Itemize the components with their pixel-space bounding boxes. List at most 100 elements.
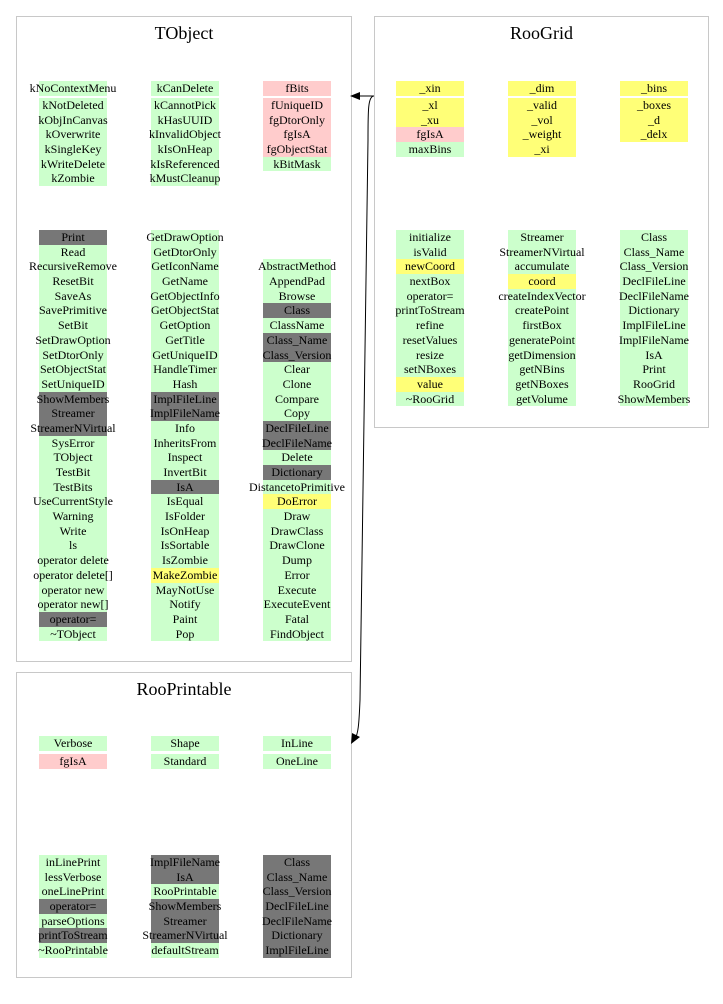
method-invertbit[interactable]: InvertBit xyxy=(151,465,219,480)
method-class[interactable]: Class xyxy=(263,303,331,319)
method-resize[interactable]: resize xyxy=(396,347,464,363)
method-clear[interactable]: Clear xyxy=(263,362,331,377)
data-member-xi[interactable]: _xi xyxy=(508,142,576,157)
method-getobjectstat[interactable]: GetObjectStat xyxy=(151,303,219,319)
data-member-verbose[interactable]: Verbose xyxy=(39,736,107,751)
method-tobject[interactable]: ~TObject xyxy=(39,626,107,642)
method-iszombie[interactable]: IsZombie xyxy=(151,553,219,568)
method-rooprintable[interactable]: ~RooPrintable xyxy=(38,943,108,958)
data-member-kisonheap[interactable]: kIsOnHeap xyxy=(151,142,219,157)
data-member-kinvalidobject[interactable]: kInvalidObject xyxy=(149,127,221,143)
method-dump[interactable]: Dump xyxy=(263,553,331,568)
method-nextbox[interactable]: nextBox xyxy=(396,274,464,289)
method-isfolder[interactable]: IsFolder xyxy=(151,509,219,524)
method-error[interactable]: Error xyxy=(263,567,331,583)
method-createindexvector[interactable]: createIndexVector xyxy=(498,288,586,304)
method-firstbox[interactable]: firstBox xyxy=(508,318,576,333)
method-generatepoint[interactable]: generatePoint xyxy=(508,332,576,348)
data-member-kmustcleanup[interactable]: kMustCleanup xyxy=(150,171,220,187)
method-copy[interactable]: Copy xyxy=(263,406,331,421)
method-inspect[interactable]: Inspect xyxy=(151,450,219,465)
method-executeevent[interactable]: ExecuteEvent xyxy=(263,597,331,612)
method-isa[interactable]: IsA xyxy=(620,347,688,363)
method-usecurrentstyle[interactable]: UseCurrentStyle xyxy=(33,494,113,510)
data-member-standard[interactable]: Standard xyxy=(151,754,219,769)
data-member-ksinglekey[interactable]: kSingleKey xyxy=(39,142,107,157)
data-member-knotdeleted[interactable]: kNotDeleted xyxy=(39,98,107,113)
method-distancetoprimitive[interactable]: DistancetoPrimitive xyxy=(249,479,345,495)
method-isa[interactable]: IsA xyxy=(151,869,219,885)
method-tobject[interactable]: TObject xyxy=(39,450,107,465)
method-getobjectinfo[interactable]: GetObjectInfo xyxy=(150,288,220,304)
data-member-xl[interactable]: _xl xyxy=(396,98,464,113)
method-accumulate[interactable]: accumulate xyxy=(508,259,576,275)
method-appendpad[interactable]: AppendPad xyxy=(263,274,331,289)
data-member-bins[interactable]: _bins xyxy=(620,81,688,96)
method-setnboxes[interactable]: setNBoxes xyxy=(396,362,464,377)
data-member-fgdtoronly[interactable]: fgDtorOnly xyxy=(263,112,331,128)
method-printtostream[interactable]: printToStream xyxy=(395,303,465,319)
method-getnboxes[interactable]: getNBoxes xyxy=(508,376,576,392)
method-doerror[interactable]: DoError xyxy=(263,494,331,510)
method-resetvalues[interactable]: resetValues xyxy=(396,332,464,348)
data-member-funiqueid[interactable]: fUniqueID xyxy=(263,98,331,113)
method-lessverbose[interactable]: lessVerbose xyxy=(39,869,107,885)
method-testbit[interactable]: TestBit xyxy=(39,465,107,480)
method-operator-new[interactable]: operator new xyxy=(39,582,107,598)
method-streamer[interactable]: Streamer xyxy=(508,230,576,245)
method-showmembers[interactable]: ShowMembers xyxy=(149,899,221,914)
method-getname[interactable]: GetName xyxy=(151,274,219,289)
data-member-koverwrite[interactable]: kOverwrite xyxy=(39,127,107,143)
data-member-dim[interactable]: _dim xyxy=(508,81,576,96)
method-dictionary[interactable]: Dictionary xyxy=(263,928,331,944)
method-setbit[interactable]: SetBit xyxy=(39,318,107,333)
method-declfilename[interactable]: DeclFileName xyxy=(619,288,689,304)
method-implfileline[interactable]: ImplFileLine xyxy=(620,318,688,333)
method-getnbins[interactable]: getNBins xyxy=(508,362,576,377)
method-print[interactable]: Print xyxy=(39,230,107,245)
data-member-boxes[interactable]: _boxes xyxy=(620,98,688,113)
method-isonheap[interactable]: IsOnHeap xyxy=(151,523,219,539)
method-abstractmethod[interactable]: AbstractMethod xyxy=(258,259,336,275)
method-newcoord[interactable]: newCoord xyxy=(396,259,464,275)
method-coord[interactable]: coord xyxy=(508,274,576,289)
method-getoption[interactable]: GetOption xyxy=(151,318,219,333)
method-operator[interactable]: operator= xyxy=(39,611,107,627)
method-print[interactable]: Print xyxy=(620,362,688,377)
method-class-name[interactable]: Class_Name xyxy=(263,869,331,885)
data-member-valid[interactable]: _valid xyxy=(508,98,576,113)
method-delete[interactable]: Delete xyxy=(263,450,331,466)
method-showmembers[interactable]: ShowMembers xyxy=(618,391,690,407)
method-class-name[interactable]: Class_Name xyxy=(620,244,688,260)
method-saveprimitive[interactable]: SavePrimitive xyxy=(39,303,107,319)
method-getdrawoption[interactable]: GetDrawOption xyxy=(146,230,224,245)
method-onelineprint[interactable]: oneLinePrint xyxy=(39,884,107,900)
data-member-xu[interactable]: _xu xyxy=(396,112,464,128)
data-member-fgisa[interactable]: fgIsA xyxy=(263,127,331,143)
data-member-xin[interactable]: _xin xyxy=(396,81,464,96)
data-member-kisreferenced[interactable]: kIsReferenced xyxy=(150,156,220,172)
data-member-kzombie[interactable]: kZombie xyxy=(39,171,107,187)
method-streamer[interactable]: Streamer xyxy=(39,406,107,421)
data-member-d[interactable]: _d xyxy=(620,112,688,128)
method-maynotuse[interactable]: MayNotUse xyxy=(151,582,219,598)
method-resetbit[interactable]: ResetBit xyxy=(39,274,107,289)
method-declfileline[interactable]: DeclFileLine xyxy=(263,899,331,914)
method-read[interactable]: Read xyxy=(39,244,107,260)
method-setdtoronly[interactable]: SetDtorOnly xyxy=(39,347,107,363)
method-implfilename[interactable]: ImplFileName xyxy=(619,332,689,348)
method-declfileline[interactable]: DeclFileLine xyxy=(620,274,688,289)
method-isvalid[interactable]: isValid xyxy=(396,244,464,260)
method-getvolume[interactable]: getVolume xyxy=(508,391,576,407)
method-roogrid[interactable]: ~RooGrid xyxy=(396,391,464,407)
method-initialize[interactable]: initialize xyxy=(396,230,464,245)
method-getdimension[interactable]: getDimension xyxy=(508,347,576,363)
method-class-version[interactable]: Class_Version xyxy=(263,884,331,900)
method-setdrawoption[interactable]: SetDrawOption xyxy=(35,332,111,348)
method-implfileline[interactable]: ImplFileLine xyxy=(263,943,331,958)
method-saveas[interactable]: SaveAs xyxy=(39,288,107,304)
method-isa[interactable]: IsA xyxy=(151,479,219,495)
method-operator-new[interactable]: operator new[] xyxy=(38,597,108,612)
method-pop[interactable]: Pop xyxy=(151,626,219,642)
method-streamernvirtual[interactable]: StreamerNVirtual xyxy=(30,420,116,436)
